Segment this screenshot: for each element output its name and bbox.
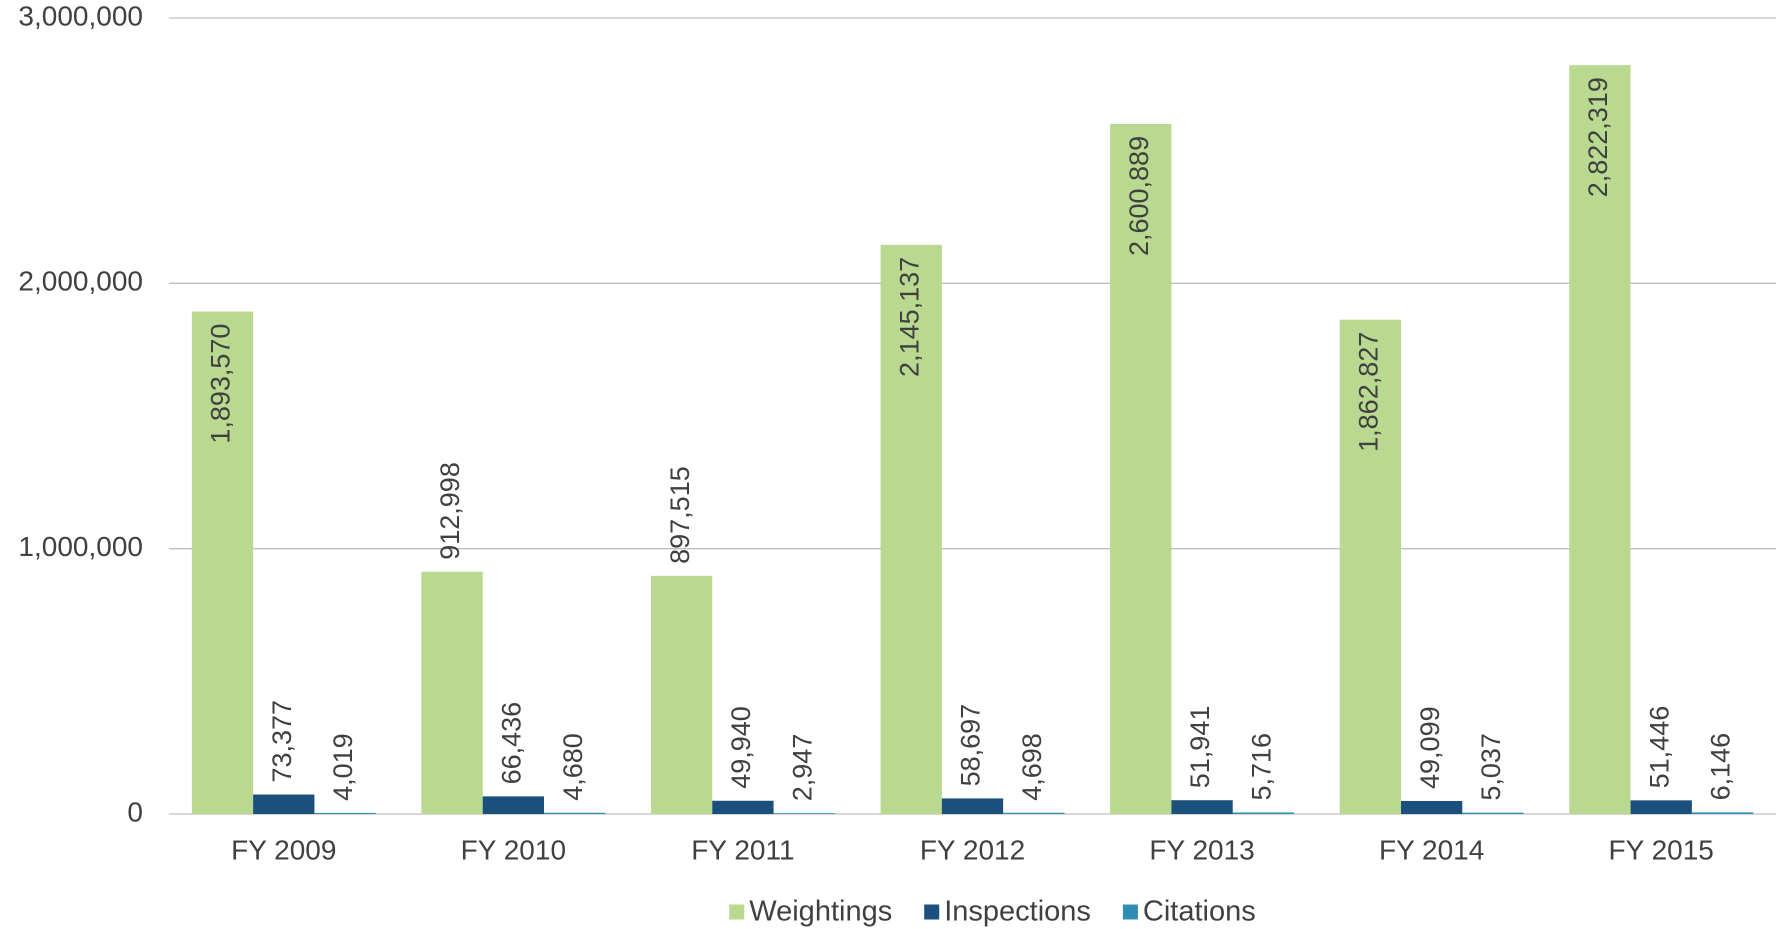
value-label: 4,698 xyxy=(1017,733,1047,801)
legend-label: Weightings xyxy=(749,896,892,928)
bar xyxy=(253,794,315,814)
bar xyxy=(1232,812,1295,814)
value-label: 912,998 xyxy=(435,462,465,560)
bar xyxy=(880,244,942,814)
value-label: 58,697 xyxy=(956,704,986,787)
bar xyxy=(421,571,483,814)
bar xyxy=(712,800,774,814)
bar xyxy=(1569,65,1631,814)
value-label: 49,940 xyxy=(726,706,756,789)
bar xyxy=(482,796,545,814)
bar xyxy=(941,798,1004,814)
value-label: 6,146 xyxy=(1706,733,1736,801)
bar xyxy=(1110,123,1172,814)
bar xyxy=(191,311,254,814)
value-label: 5,716 xyxy=(1246,733,1276,801)
x-tick-label: FY 2014 xyxy=(1379,834,1484,865)
x-tick-label: FY 2010 xyxy=(461,834,566,865)
bar xyxy=(1339,319,1401,814)
legend-marker xyxy=(924,904,940,920)
value-label: 49,099 xyxy=(1415,706,1445,789)
bar xyxy=(1462,812,1524,814)
y-tick-label: 0 xyxy=(127,796,143,827)
bar xyxy=(1003,812,1065,814)
value-label: 2,600,889 xyxy=(1124,136,1154,256)
value-label: 5,037 xyxy=(1476,733,1506,801)
bar xyxy=(544,812,606,814)
bar xyxy=(1171,800,1233,814)
bar xyxy=(773,813,835,814)
x-tick-label: FY 2015 xyxy=(1609,834,1714,865)
bar xyxy=(1400,800,1463,814)
x-tick-label: FY 2013 xyxy=(1149,834,1254,865)
legend-label: Citations xyxy=(1143,896,1256,928)
value-label: 51,446 xyxy=(1644,706,1674,789)
legend-marker xyxy=(1122,904,1138,920)
value-label: 51,941 xyxy=(1185,706,1215,789)
value-label: 1,862,827 xyxy=(1353,332,1383,452)
value-label: 2,145,137 xyxy=(894,257,924,377)
value-label: 73,377 xyxy=(267,700,297,783)
value-label: 4,680 xyxy=(558,733,588,801)
value-label: 4,019 xyxy=(328,733,358,801)
y-tick-label: 1,000,000 xyxy=(18,531,143,562)
legend-label: Inspections xyxy=(944,896,1091,928)
value-label: 2,947 xyxy=(787,734,817,802)
bar xyxy=(1691,812,1754,814)
y-tick-label: 2,000,000 xyxy=(18,266,143,297)
x-tick-label: FY 2009 xyxy=(231,834,336,865)
bar xyxy=(650,575,713,814)
bar xyxy=(314,812,376,814)
value-label: 2,822,319 xyxy=(1583,77,1613,197)
y-tick-label: 3,000,000 xyxy=(18,0,143,31)
value-label: 1,893,570 xyxy=(206,324,236,444)
value-label: 897,515 xyxy=(665,466,695,564)
bar xyxy=(1630,800,1692,814)
legend: Weightings Inspections Citations xyxy=(729,896,1256,928)
value-label: 66,436 xyxy=(496,702,526,785)
x-tick-label: FY 2011 xyxy=(691,834,794,865)
x-tick-label: FY 2012 xyxy=(920,834,1025,865)
legend-marker xyxy=(729,904,745,920)
